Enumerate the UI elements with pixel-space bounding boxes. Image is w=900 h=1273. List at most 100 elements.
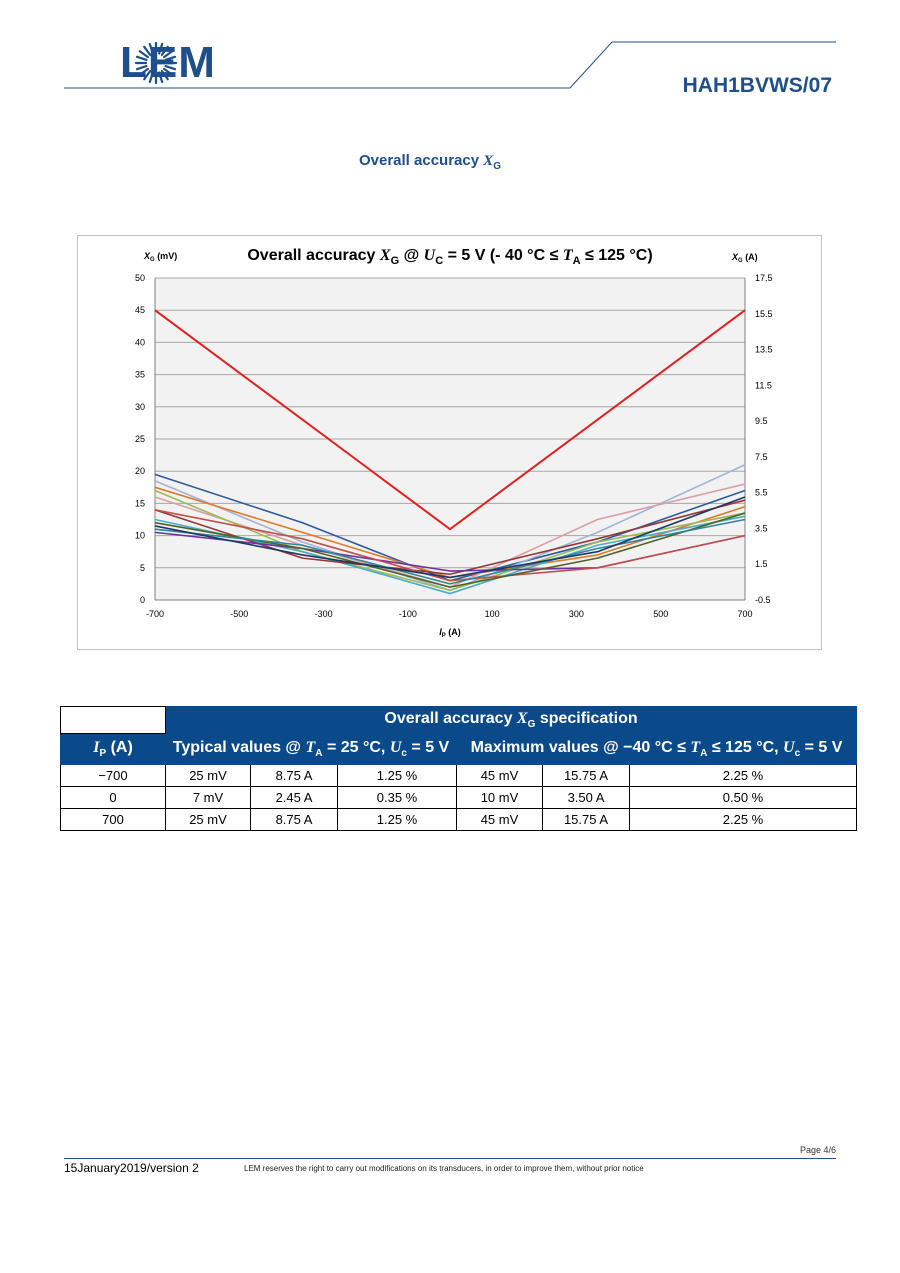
page-number: Page 4/6	[799, 1145, 836, 1155]
section-title: Overall accuracy XG	[0, 152, 860, 172]
logo-ray	[138, 50, 150, 59]
logo-ray	[164, 64, 177, 71]
logo-ray	[157, 42, 164, 55]
logo-ray	[148, 42, 155, 55]
y-tick-label: 50	[135, 273, 145, 283]
section-title-var: X	[483, 153, 494, 169]
y2-tick-label: 7.5	[755, 452, 768, 462]
cell-max-a: 3.50 A	[542, 786, 630, 809]
y2-tick-label: 15.5	[755, 309, 773, 319]
cell-typ-mv: 25 mV	[165, 764, 251, 787]
series-line	[154, 496, 746, 579]
x-tick-label: -100	[399, 609, 417, 619]
cell-max-pct: 0.50 %	[629, 786, 857, 809]
y-tick-label: 0	[140, 595, 145, 605]
table-corner	[60, 706, 166, 734]
series-line	[154, 518, 746, 585]
logo-ray	[143, 69, 152, 81]
cell-typ-mv: 7 mV	[165, 786, 251, 809]
table-row: 0 7 mV 2.45 A 0.35 % 10 mV 3.50 A 0.50 %	[60, 786, 857, 809]
y-tick-label: 45	[135, 305, 145, 315]
x-tick-label: 100	[485, 609, 500, 619]
cell-typ-a: 8.75 A	[250, 808, 338, 831]
x-tick-label: 500	[653, 609, 668, 619]
cell-max-mv: 45 mV	[456, 808, 543, 831]
cell-ip: 0	[60, 786, 166, 809]
series-line	[154, 489, 746, 592]
y-tick-label: 20	[135, 466, 145, 476]
col-header-ip: IP (A)	[60, 733, 166, 765]
logo-ray	[164, 55, 177, 62]
cell-typ-a: 2.45 A	[250, 786, 338, 809]
cell-typ-pct: 1.25 %	[337, 764, 457, 787]
table-row: 700 25 mV 8.75 A 1.25 % 45 mV 15.75 A 2.…	[60, 808, 857, 831]
col-header-maximum: Maximum values @ −40 °C ≤ TA ≤ 125 °C, U…	[456, 733, 857, 765]
cell-max-pct: 2.25 %	[629, 764, 857, 787]
cell-typ-mv: 25 mV	[165, 808, 251, 831]
accuracy-spec-table: Overall accuracy XG specification IP (A)…	[60, 706, 857, 831]
logo-ray	[135, 55, 148, 62]
y2-tick-label: 1.5	[755, 559, 768, 569]
footer-rule	[64, 1158, 836, 1159]
y2-tick-label: 13.5	[755, 345, 773, 355]
lem-logo-icon	[134, 41, 178, 85]
cell-max-mv: 45 mV	[456, 764, 543, 787]
x-axis-label: IP (A)	[439, 627, 461, 639]
x-tick-label: 700	[737, 609, 752, 619]
y-tick-label: 10	[135, 531, 145, 541]
cell-ip: −700	[60, 764, 166, 787]
logo-ray	[160, 69, 169, 81]
y-tick-label: 30	[135, 402, 145, 412]
y-tick-label: 5	[140, 563, 145, 573]
logo-ray	[162, 50, 174, 59]
cell-typ-pct: 0.35 %	[337, 786, 457, 809]
y2-tick-label: -0.5	[755, 595, 771, 605]
logo-ray	[162, 67, 174, 76]
table-main-header: Overall accuracy XG specification	[165, 706, 857, 734]
logo-ray	[138, 67, 150, 76]
cell-ip: 700	[60, 808, 166, 831]
y-tick-label: 15	[135, 498, 145, 508]
col-header-typical: Typical values @ TA = 25 °C, Uc = 5 V	[165, 733, 457, 765]
footer-date-version: 15January2019/version 2	[64, 1161, 199, 1175]
cell-typ-a: 8.75 A	[250, 764, 338, 787]
header-rule	[64, 41, 836, 89]
y2-tick-label: 9.5	[755, 416, 768, 426]
x-tick-label: -300	[315, 609, 333, 619]
series-line	[154, 509, 746, 582]
y-tick-label: 40	[135, 337, 145, 347]
logo-ray	[160, 45, 169, 57]
cell-max-a: 15.75 A	[542, 764, 630, 787]
y-tick-label: 25	[135, 434, 145, 444]
y2-tick-label: 11.5	[755, 380, 772, 390]
footer-disclaimer: LEM reserves the right to carry out modi…	[244, 1164, 644, 1173]
chart-frame	[77, 235, 822, 650]
logo-ray	[157, 71, 164, 84]
y2-tick-label: 17.5	[755, 273, 773, 283]
x-tick-label: -700	[146, 609, 164, 619]
logo-ray	[148, 71, 155, 84]
cell-typ-pct: 1.25 %	[337, 808, 457, 831]
chart-title: Overall accuracy XG @ UC = 5 V (- 40 °C …	[247, 247, 652, 267]
table-row: −700 25 mV 8.75 A 1.25 % 45 mV 15.75 A 2…	[60, 764, 857, 787]
logo-ray	[143, 45, 152, 57]
accuracy-chart: Overall accuracy XG @ UC = 5 V (- 40 °C …	[135, 247, 773, 639]
y2-tick-label: 3.5	[755, 523, 768, 533]
document-title: HAH1BVWS/07	[682, 74, 832, 97]
y-tick-label: 35	[135, 370, 145, 380]
logo-ray	[135, 64, 148, 71]
y-axis-label: XG (mV)	[143, 251, 177, 263]
x-tick-label: 300	[569, 609, 584, 619]
cell-max-pct: 2.25 %	[629, 808, 857, 831]
cell-max-mv: 10 mV	[456, 786, 543, 809]
section-title-sub: G	[493, 161, 502, 172]
series-line	[154, 499, 746, 576]
y2-axis-label: XG (A)	[731, 252, 758, 264]
series-line	[154, 515, 746, 595]
cell-max-a: 15.75 A	[542, 808, 630, 831]
section-title-text: Overall accuracy	[358, 152, 484, 169]
logo-text: LEM	[120, 38, 216, 87]
series-line-limit	[154, 309, 746, 531]
x-tick-label: -500	[230, 609, 248, 619]
y2-tick-label: 5.5	[755, 488, 768, 498]
